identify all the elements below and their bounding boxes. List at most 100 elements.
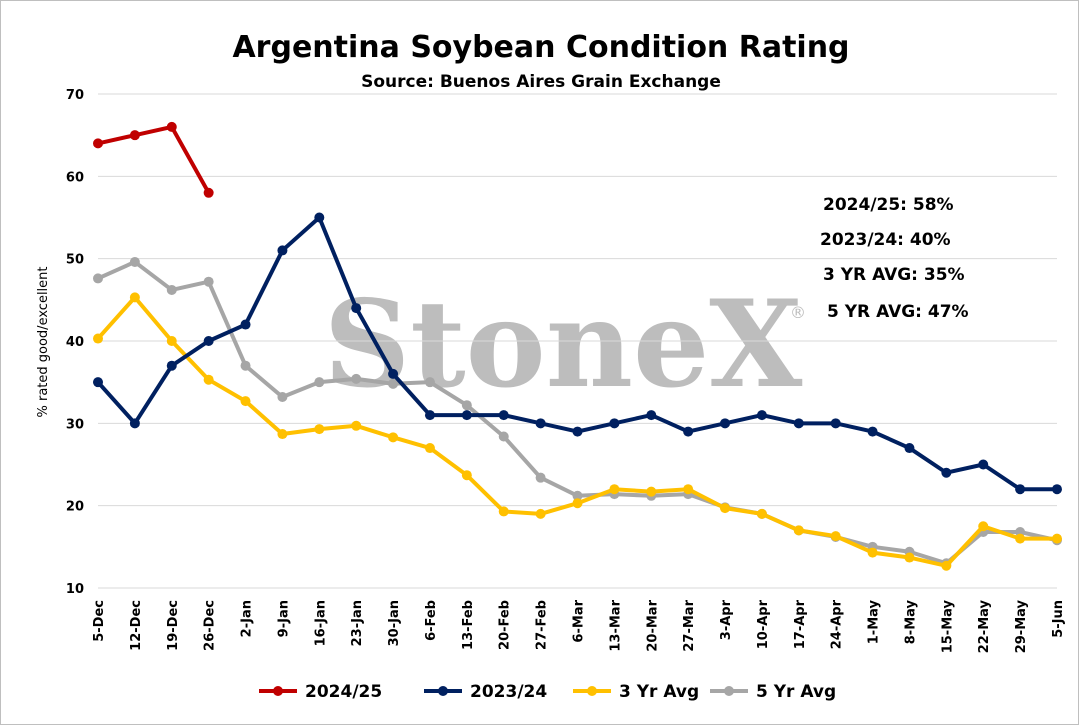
data-point-3-yr-avg bbox=[424, 443, 435, 454]
data-point-3-yr-avg bbox=[166, 336, 177, 346]
y-tick-label: 20 bbox=[66, 500, 84, 515]
data-point-3-yr-avg bbox=[1015, 533, 1026, 544]
data-point-2023-24 bbox=[941, 467, 952, 478]
x-tick-label: 10-Apr bbox=[756, 599, 771, 649]
x-tick-label: 13-Mar bbox=[608, 599, 623, 651]
data-point-3-yr-avg bbox=[535, 508, 546, 519]
data-point-5-yr-avg bbox=[129, 256, 140, 267]
data-point-2023-24 bbox=[1052, 484, 1062, 495]
data-point-5-yr-avg bbox=[166, 284, 177, 295]
data-point-2023-24 bbox=[277, 245, 288, 256]
legend-swatch-marker bbox=[273, 686, 283, 696]
x-tick-label: 16-Jan bbox=[313, 600, 328, 646]
x-tick-label: 19-Dec bbox=[166, 600, 181, 651]
y-tick-label: 60 bbox=[66, 170, 84, 185]
data-point-3-yr-avg bbox=[314, 424, 325, 435]
data-point-5-yr-avg bbox=[351, 373, 362, 384]
data-point-2023-24 bbox=[793, 418, 804, 429]
legend-swatch-marker bbox=[587, 686, 597, 696]
x-tick-label: 26-Dec bbox=[203, 600, 218, 651]
series-line-2024-25 bbox=[96, 124, 211, 195]
data-point-5-yr-avg bbox=[314, 377, 325, 388]
data-point-3-yr-avg bbox=[720, 503, 731, 514]
legend-label: 3 Yr Avg bbox=[619, 682, 699, 702]
data-point-3-yr-avg bbox=[646, 486, 657, 497]
data-point-2024-25 bbox=[203, 187, 214, 198]
data-point-2023-24 bbox=[904, 443, 915, 454]
data-point-3-yr-avg bbox=[240, 396, 251, 407]
data-point-3-yr-avg bbox=[683, 484, 694, 495]
x-tick-label: 2-Jan bbox=[240, 600, 255, 637]
data-point-3-yr-avg bbox=[461, 470, 472, 481]
x-tick-label: 3-Apr bbox=[719, 599, 734, 640]
data-point-2023-24 bbox=[498, 410, 509, 421]
data-point-3-yr-avg bbox=[941, 560, 952, 571]
legend-swatch-marker bbox=[724, 686, 734, 696]
data-point-2023-24 bbox=[535, 418, 546, 429]
x-tick-label: 1-May bbox=[867, 599, 882, 644]
data-point-2023-24 bbox=[683, 426, 694, 437]
y-tick-label: 50 bbox=[66, 253, 84, 268]
data-point-5-yr-avg bbox=[203, 276, 214, 287]
x-tick-label: 30-Jan bbox=[387, 600, 402, 646]
data-point-5-yr-avg bbox=[240, 360, 251, 371]
x-tick-label: 13-Feb bbox=[461, 600, 476, 650]
series-2024-25 bbox=[93, 121, 214, 198]
x-tick-label: 9-Jan bbox=[276, 600, 291, 637]
data-point-2024-25 bbox=[166, 121, 177, 132]
legend-item-2024-25: 2024/25 bbox=[259, 682, 382, 702]
data-point-2023-24 bbox=[572, 426, 583, 437]
y-tick-label: 70 bbox=[66, 88, 84, 103]
data-point-2023-24 bbox=[351, 303, 362, 314]
x-tick-label: 12-Dec bbox=[129, 600, 144, 651]
watermark-registered-mark: ® bbox=[790, 303, 806, 322]
data-point-3-yr-avg bbox=[277, 429, 288, 440]
data-point-5-yr-avg bbox=[277, 391, 288, 402]
data-point-3-yr-avg bbox=[867, 547, 878, 558]
data-point-3-yr-avg bbox=[203, 374, 214, 385]
x-tick-label: 20-Mar bbox=[645, 599, 660, 651]
legend-label: 2024/25 bbox=[305, 682, 382, 702]
data-point-2023-24 bbox=[388, 368, 399, 379]
x-tick-label: 17-Apr bbox=[793, 599, 808, 649]
data-point-3-yr-avg bbox=[1052, 533, 1062, 544]
data-point-3-yr-avg bbox=[904, 552, 915, 563]
data-point-2023-24 bbox=[424, 410, 435, 421]
y-axis-label: % rated good/excellent bbox=[36, 266, 51, 417]
data-point-2023-24 bbox=[240, 319, 251, 330]
data-point-5-yr-avg bbox=[461, 400, 472, 411]
data-point-2023-24 bbox=[867, 426, 878, 437]
x-tick-label: 15-May bbox=[940, 599, 955, 653]
annotation-2024-25: 2024/25: 58% bbox=[823, 195, 954, 215]
x-tick-label: 6-Mar bbox=[572, 599, 587, 642]
data-point-2023-24 bbox=[93, 377, 103, 388]
watermark-text: StoneX bbox=[324, 274, 803, 415]
x-tick-label: 23-Jan bbox=[350, 600, 365, 646]
y-tick-label: 30 bbox=[66, 417, 84, 432]
data-point-2024-25 bbox=[129, 130, 140, 141]
data-point-3-yr-avg bbox=[388, 432, 399, 443]
y-tick-label: 40 bbox=[66, 335, 84, 350]
chart-title: Argentina Soybean Condition Rating bbox=[232, 30, 849, 65]
x-tick-label: 5-Jun bbox=[1051, 600, 1066, 638]
legend-item-2023-24: 2023/24 bbox=[424, 682, 547, 702]
legend-swatch-marker bbox=[438, 686, 448, 696]
data-point-5-yr-avg bbox=[93, 273, 103, 284]
x-axis-ticks: 5-Dec 12-Dec 19-Dec 26-Dec 2-Jan 9-Jan 16-Jan 2… bbox=[92, 599, 1066, 653]
data-point-2023-24 bbox=[646, 410, 657, 421]
data-point-5-yr-avg bbox=[572, 490, 583, 501]
y-axis-ticks: 10 20 30 40 50 60 70 bbox=[66, 88, 84, 597]
legend-label: 5 Yr Avg bbox=[756, 682, 836, 702]
series-3-yr-avg bbox=[93, 292, 1062, 571]
annotation-2023-24: 2023/24: 40% bbox=[820, 230, 951, 250]
data-point-3-yr-avg bbox=[830, 531, 841, 542]
data-point-2023-24 bbox=[1015, 484, 1026, 495]
data-point-3-yr-avg bbox=[978, 521, 989, 532]
y-tick-label: 10 bbox=[66, 582, 84, 597]
chart-subtitle: Source: Buenos Aires Grain Exchange bbox=[361, 72, 721, 92]
data-point-3-yr-avg bbox=[498, 506, 509, 517]
x-tick-label: 20-Feb bbox=[498, 600, 513, 650]
x-tick-label: 24-Apr bbox=[830, 599, 845, 649]
